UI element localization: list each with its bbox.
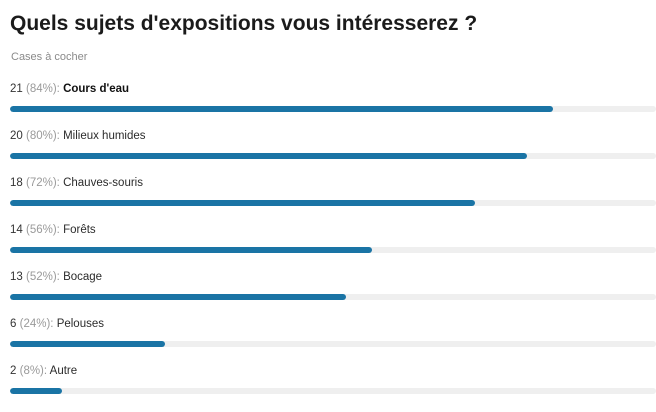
- bar-track: [10, 200, 656, 206]
- result-label: 14 (56%): Forêts: [10, 224, 96, 236]
- result-percent: (72%):: [26, 177, 60, 189]
- result-percent: (24%):: [19, 318, 54, 330]
- result-label: 2 (8%): Autre: [10, 365, 77, 377]
- result-count: 2: [10, 365, 17, 377]
- result-row-chauves-souris: 18 (72%): Chauves-souris: [10, 177, 656, 224]
- bar-track: [10, 247, 656, 253]
- result-option-text: Pelouses: [56, 318, 104, 330]
- result-row-pelouses: 6 (24%): Pelouses: [10, 318, 656, 365]
- result-row-autre: 2 (8%): Autre: [10, 365, 656, 412]
- result-count: 20: [10, 130, 23, 142]
- result-row-forets: 14 (56%): Forêts: [10, 224, 656, 271]
- result-option-text: Autre: [49, 365, 78, 377]
- result-percent: (56%):: [26, 224, 60, 236]
- bar-track: [10, 341, 656, 347]
- result-count: 18: [10, 177, 23, 189]
- bar-track: [10, 153, 656, 159]
- bar-track: [10, 106, 656, 112]
- bar-track: [10, 388, 656, 394]
- bar-fill-pelouses: [10, 341, 165, 347]
- bar-fill-cours-d-eau: [10, 106, 553, 112]
- result-row-cours-d-eau: 21 (84%): Cours d'eau: [10, 83, 656, 130]
- result-count: 6: [10, 318, 17, 330]
- result-percent: (84%):: [26, 83, 60, 95]
- result-percent: (52%):: [26, 271, 60, 283]
- result-percent: (8%):: [19, 365, 48, 377]
- results-list: 21 (84%): Cours d'eau 20 (80%): Milieux …: [10, 83, 656, 412]
- bar-fill-milieux-humides: [10, 153, 527, 159]
- result-count: 13: [10, 271, 23, 283]
- bar-fill-bocage: [10, 294, 346, 300]
- result-option-text: Chauves-souris: [63, 177, 143, 189]
- result-option-text: Cours d'eau: [63, 83, 130, 95]
- question-type-label: Cases à cocher: [11, 51, 88, 63]
- question-title: Quels sujets d'expositions vous intéress…: [10, 12, 478, 35]
- result-option-text: Milieux humides: [63, 130, 146, 142]
- result-label: 18 (72%): Chauves-souris: [10, 177, 143, 189]
- result-option-text: Bocage: [63, 271, 103, 283]
- bar-track: [10, 294, 656, 300]
- bar-fill-chauves-souris: [10, 200, 475, 206]
- result-label: 6 (24%): Pelouses: [10, 318, 104, 330]
- result-row-bocage: 13 (52%): Bocage: [10, 271, 656, 318]
- bar-fill-forets: [10, 247, 372, 253]
- result-count: 21: [10, 83, 23, 95]
- result-percent: (80%):: [26, 130, 60, 142]
- result-count: 14: [10, 224, 23, 236]
- result-option-text: Forêts: [63, 224, 96, 236]
- result-label: 21 (84%): Cours d'eau: [10, 83, 129, 95]
- result-row-milieux-humides: 20 (80%): Milieux humides: [10, 130, 656, 177]
- result-label: 13 (52%): Bocage: [10, 271, 102, 283]
- result-label: 20 (80%): Milieux humides: [10, 130, 146, 142]
- bar-fill-autre: [10, 388, 62, 394]
